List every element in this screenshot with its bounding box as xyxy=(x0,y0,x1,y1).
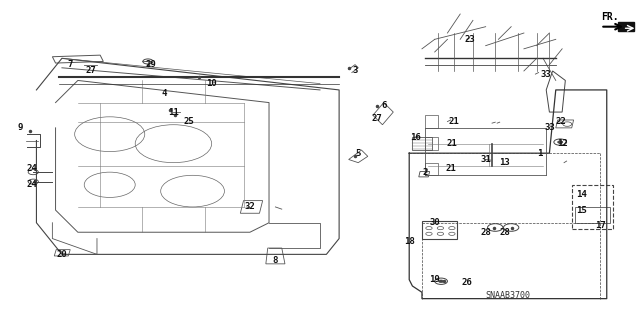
Text: 24: 24 xyxy=(27,165,37,174)
Text: 18: 18 xyxy=(404,237,415,246)
Bar xyxy=(575,207,610,223)
Text: 29: 29 xyxy=(146,60,157,69)
Bar xyxy=(422,221,457,239)
Text: 16: 16 xyxy=(410,133,421,142)
Text: 30: 30 xyxy=(429,218,440,227)
Text: 27: 27 xyxy=(85,66,96,76)
Text: 23: 23 xyxy=(465,35,475,44)
Bar xyxy=(412,137,431,150)
Text: 31: 31 xyxy=(480,155,491,164)
Text: 2: 2 xyxy=(422,168,428,177)
Text: 1: 1 xyxy=(537,149,543,158)
Text: 5: 5 xyxy=(356,149,361,158)
Text: 33: 33 xyxy=(541,70,552,78)
Text: 12: 12 xyxy=(557,139,568,148)
Bar xyxy=(572,185,613,229)
Text: 25: 25 xyxy=(184,117,195,126)
Text: 11: 11 xyxy=(168,108,179,116)
Text: 28: 28 xyxy=(499,228,510,237)
Text: 32: 32 xyxy=(244,203,255,211)
Text: 6: 6 xyxy=(381,101,387,110)
Text: 21: 21 xyxy=(447,139,457,148)
Text: 22: 22 xyxy=(556,117,566,126)
Circle shape xyxy=(438,280,444,283)
Text: 21: 21 xyxy=(449,117,459,126)
Bar xyxy=(618,22,634,32)
Text: 4: 4 xyxy=(161,89,166,98)
Text: SNAAB3700: SNAAB3700 xyxy=(486,291,531,300)
Text: 17: 17 xyxy=(595,221,605,230)
Text: 28: 28 xyxy=(480,228,491,237)
Text: FR.: FR. xyxy=(601,11,619,22)
Text: 19: 19 xyxy=(429,275,440,284)
Text: 14: 14 xyxy=(576,190,587,199)
Text: 21: 21 xyxy=(445,165,456,174)
Text: 15: 15 xyxy=(576,206,587,215)
Text: 26: 26 xyxy=(461,278,472,287)
Text: 9: 9 xyxy=(18,123,23,132)
Text: 24: 24 xyxy=(27,180,37,189)
Text: 33: 33 xyxy=(544,123,555,132)
Text: 20: 20 xyxy=(56,250,67,259)
Text: 13: 13 xyxy=(499,158,510,167)
Circle shape xyxy=(557,141,563,143)
Text: 10: 10 xyxy=(206,79,217,88)
Text: 7: 7 xyxy=(68,60,73,69)
Text: 8: 8 xyxy=(273,256,278,265)
Text: 3: 3 xyxy=(353,66,358,76)
Text: 27: 27 xyxy=(372,114,383,123)
